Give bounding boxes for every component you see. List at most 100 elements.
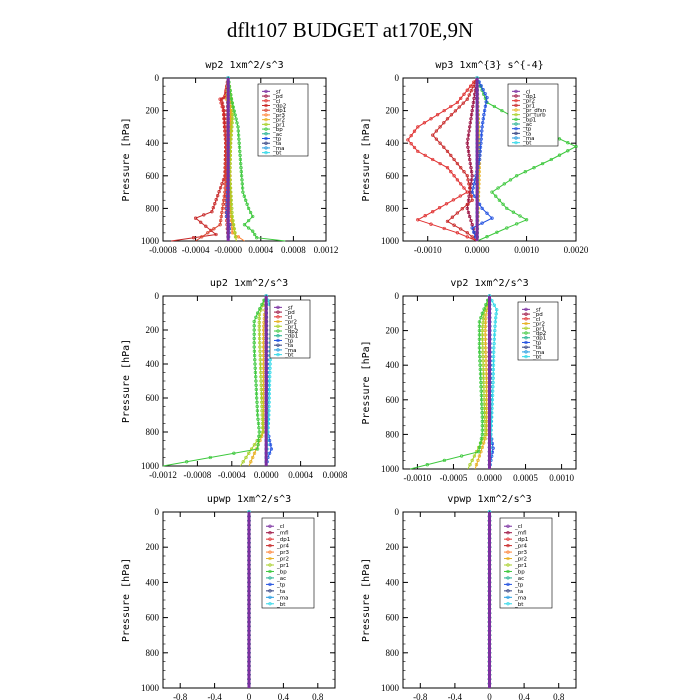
legend-marker bbox=[506, 595, 510, 599]
series-marker bbox=[490, 216, 494, 220]
series-marker bbox=[239, 170, 243, 174]
series-marker bbox=[481, 121, 485, 125]
legend-marker bbox=[514, 141, 518, 145]
series-marker bbox=[524, 218, 529, 222]
series-marker bbox=[260, 404, 264, 409]
x-tick-label: 0 bbox=[487, 692, 492, 700]
legend-marker bbox=[268, 576, 272, 580]
series-marker bbox=[481, 341, 485, 346]
legend-marker bbox=[524, 340, 528, 345]
legend-entry: _pr3 bbox=[276, 550, 290, 556]
chart-panel-4: vp2 1xm^2/s^3 Pressure [hPa] 0 200 400 600 800… bbox=[361, 278, 577, 483]
series-marker bbox=[268, 362, 272, 366]
series-marker bbox=[268, 358, 272, 362]
page-title: dflt107 BUDGET at170E,9N bbox=[226, 18, 474, 42]
series-marker bbox=[466, 210, 471, 215]
x-tick-label: 0.0004 bbox=[248, 245, 273, 255]
series-marker bbox=[472, 230, 476, 234]
series-marker bbox=[236, 125, 240, 129]
series-marker bbox=[216, 194, 220, 198]
legend-box bbox=[269, 299, 311, 359]
series-line bbox=[162, 295, 267, 467]
series-marker bbox=[254, 383, 258, 387]
y-tick-label: 800 bbox=[386, 648, 400, 658]
series-marker bbox=[481, 363, 485, 367]
x-tick-label: 0 bbox=[247, 692, 252, 700]
series-marker bbox=[253, 366, 257, 370]
legend-entry: _pr1 bbox=[272, 122, 285, 128]
series-marker bbox=[258, 353, 262, 358]
series-marker bbox=[465, 206, 469, 211]
series-marker bbox=[253, 232, 257, 237]
legend-entry: _pr_turb bbox=[522, 113, 546, 119]
y-tick-label: 600 bbox=[146, 393, 160, 403]
series-marker bbox=[253, 370, 258, 375]
series-marker bbox=[255, 447, 260, 451]
legend-entry: _pr2 bbox=[532, 322, 545, 328]
legend-marker bbox=[524, 326, 528, 330]
series-marker bbox=[230, 101, 235, 105]
series-marker bbox=[255, 409, 260, 413]
x-tick-label: -0.4 bbox=[448, 692, 463, 700]
series-marker bbox=[480, 333, 485, 337]
legend-marker bbox=[514, 108, 518, 112]
y-tick-label: 800 bbox=[146, 427, 160, 437]
series-marker bbox=[468, 121, 472, 125]
series-marker bbox=[246, 218, 251, 223]
series-marker bbox=[480, 129, 484, 133]
series-marker bbox=[214, 198, 218, 202]
series-marker bbox=[481, 367, 486, 372]
legend-entry: _sf bbox=[272, 89, 282, 95]
series-marker bbox=[471, 186, 475, 190]
series-marker bbox=[257, 324, 261, 328]
series-marker bbox=[260, 426, 265, 430]
series-marker bbox=[557, 153, 562, 157]
legend-entry: _dp2 bbox=[532, 331, 546, 337]
series-marker bbox=[259, 383, 263, 387]
series-marker bbox=[252, 319, 256, 324]
series-marker bbox=[468, 125, 472, 129]
y-tick-label: 400 bbox=[386, 360, 400, 370]
series-marker bbox=[239, 161, 243, 166]
series-marker bbox=[252, 345, 256, 349]
series-marker bbox=[259, 396, 264, 400]
series-marker bbox=[479, 376, 483, 380]
series-marker bbox=[484, 100, 488, 104]
series-marker bbox=[459, 166, 463, 170]
legend-marker bbox=[264, 108, 268, 112]
legend-entry: _tp bbox=[272, 137, 282, 143]
series-marker bbox=[479, 437, 484, 441]
series-marker bbox=[229, 97, 234, 101]
legend-entry: _pr2 bbox=[284, 320, 297, 326]
series-marker bbox=[457, 105, 461, 109]
series-marker bbox=[480, 206, 484, 211]
legend-entry: _pr1 bbox=[514, 563, 527, 569]
series-marker bbox=[445, 149, 450, 154]
series-marker bbox=[497, 198, 502, 202]
series-marker bbox=[237, 141, 241, 145]
series-marker bbox=[470, 174, 474, 178]
series-marker bbox=[442, 121, 446, 125]
series-marker bbox=[268, 443, 273, 447]
series-marker bbox=[444, 202, 449, 206]
series-marker bbox=[482, 113, 486, 117]
series-marker bbox=[204, 224, 208, 228]
legend-marker bbox=[264, 132, 268, 136]
y-tick-label: 400 bbox=[146, 359, 160, 369]
series-marker bbox=[442, 145, 446, 149]
legend-entry: _cl bbox=[522, 89, 531, 95]
series-marker bbox=[416, 218, 420, 222]
series-marker bbox=[267, 383, 272, 387]
legend-entry: _dp1 bbox=[514, 537, 528, 543]
series-marker bbox=[476, 458, 480, 463]
series-marker bbox=[532, 166, 536, 170]
series-marker bbox=[490, 190, 494, 194]
series-marker bbox=[449, 104, 453, 109]
legend-marker bbox=[264, 146, 268, 150]
series-marker bbox=[465, 231, 469, 235]
series-marker bbox=[437, 206, 442, 210]
x-tick-label: -0.0004 bbox=[218, 470, 246, 480]
legend-marker bbox=[268, 582, 272, 586]
series-marker bbox=[495, 230, 499, 234]
series-marker bbox=[492, 337, 496, 341]
